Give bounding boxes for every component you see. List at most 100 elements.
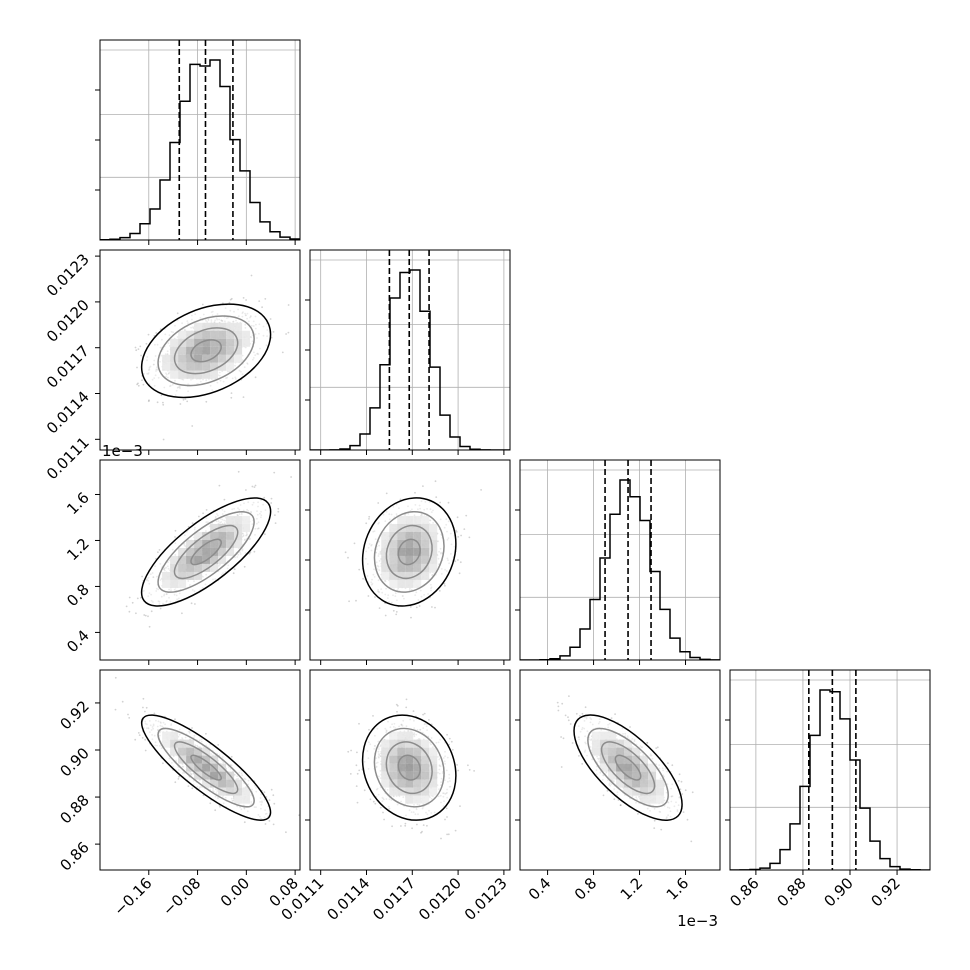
sample-point xyxy=(242,297,245,299)
sample-point xyxy=(450,740,453,743)
sample-point xyxy=(254,484,257,487)
sample-point xyxy=(230,297,233,300)
sample-point xyxy=(440,837,442,840)
sample-point xyxy=(242,396,245,398)
sample-point xyxy=(253,550,256,553)
sample-point xyxy=(391,825,393,828)
sample-point xyxy=(281,351,284,354)
sample-point xyxy=(270,497,273,500)
sample-point xyxy=(400,825,402,827)
sample-point xyxy=(457,536,460,538)
sample-point xyxy=(160,394,163,397)
sample-point xyxy=(272,794,275,797)
sample-point xyxy=(285,831,287,834)
sample-point xyxy=(156,401,159,404)
sample-point xyxy=(273,802,276,805)
sample-point xyxy=(202,512,205,515)
sample-point xyxy=(141,379,143,382)
sample-point xyxy=(418,605,421,607)
panel-frame xyxy=(99,39,301,241)
sample-point xyxy=(426,824,428,827)
sample-point xyxy=(459,805,461,807)
sample-point xyxy=(136,366,138,369)
sample-point xyxy=(396,710,398,713)
sample-point xyxy=(190,602,193,605)
sample-point xyxy=(465,514,468,517)
histogram-2 xyxy=(520,479,720,660)
sample-point xyxy=(273,471,276,474)
sample-point xyxy=(121,700,124,703)
sample-point xyxy=(191,727,193,729)
sample-point xyxy=(395,611,398,613)
sample-point xyxy=(274,522,277,524)
sample-point xyxy=(243,821,246,824)
sample-point xyxy=(358,722,360,725)
sample-point xyxy=(229,298,232,301)
sample-point xyxy=(205,509,208,511)
sample-point xyxy=(468,536,471,539)
sample-point xyxy=(142,706,144,709)
sample-point xyxy=(660,828,663,831)
sample-point xyxy=(374,802,377,805)
sample-point xyxy=(356,801,359,804)
sample-point xyxy=(347,556,349,559)
sample-point xyxy=(374,596,376,598)
sample-point xyxy=(414,491,416,494)
sample-point xyxy=(191,787,194,790)
sample-point xyxy=(253,486,256,488)
sample-point xyxy=(191,425,194,427)
sample-point xyxy=(248,552,251,555)
sample-point xyxy=(690,840,693,843)
sample-point xyxy=(415,606,418,609)
sample-point xyxy=(134,346,137,349)
sample-point xyxy=(347,750,350,753)
sample-point xyxy=(135,612,137,615)
sample-point xyxy=(367,595,370,597)
panel-1-0 xyxy=(95,249,301,455)
sample-point xyxy=(128,596,131,599)
sample-point xyxy=(382,811,384,814)
sample-point xyxy=(162,438,165,441)
sample-point xyxy=(228,301,231,304)
sample-point xyxy=(251,485,254,488)
sample-point xyxy=(422,713,424,716)
sample-point xyxy=(385,492,388,495)
sample-point xyxy=(368,515,371,518)
contour-3 xyxy=(140,303,272,399)
panel-2-0 xyxy=(95,459,301,665)
sample-point xyxy=(157,551,159,554)
sample-point xyxy=(144,738,147,741)
sample-point xyxy=(174,529,177,532)
sample-point xyxy=(379,806,382,809)
sample-point xyxy=(369,798,372,801)
contour-3 xyxy=(140,714,272,821)
sample-point xyxy=(230,392,233,394)
sample-point xyxy=(463,528,466,530)
sample-point xyxy=(358,769,361,772)
sample-point xyxy=(454,560,457,563)
sample-point xyxy=(457,769,460,772)
sample-point xyxy=(444,584,446,587)
sample-point xyxy=(230,396,233,399)
sample-point xyxy=(217,744,220,746)
panel-2-1 xyxy=(305,459,511,665)
sample-point xyxy=(237,470,240,473)
sample-point xyxy=(142,697,145,700)
sample-point xyxy=(194,603,196,605)
sample-point xyxy=(356,772,359,775)
sample-point xyxy=(277,507,280,510)
sample-point xyxy=(127,713,129,716)
sample-point xyxy=(145,706,148,709)
sample-point xyxy=(383,818,385,821)
sample-point xyxy=(136,597,139,600)
panel-3-1 xyxy=(305,669,511,875)
sample-point xyxy=(456,516,459,519)
sample-point xyxy=(396,704,399,707)
panel-3-2 xyxy=(515,669,721,875)
sample-point xyxy=(569,723,572,725)
sample-point xyxy=(358,568,361,571)
sample-point xyxy=(459,561,462,564)
sample-point xyxy=(454,829,457,832)
sample-point xyxy=(272,823,275,826)
sample-point xyxy=(144,614,147,617)
